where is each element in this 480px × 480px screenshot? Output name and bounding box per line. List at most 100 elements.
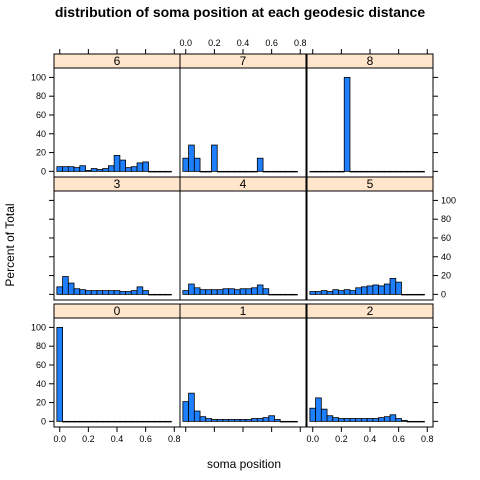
bar-1-4 — [205, 418, 212, 422]
bar-5-7 — [349, 290, 357, 295]
bar-1-12 — [251, 418, 258, 422]
bar-2-14 — [389, 414, 397, 422]
bar-6-14 — [136, 162, 144, 172]
bar-2-17 — [406, 420, 414, 423]
panel-frame-5 — [306, 190, 434, 301]
bar-2-10 — [366, 418, 374, 422]
panel-0: 0 0.0 0.2 0.4 0.6 0.8 0 20 40 60 80 100 — [31, 303, 181, 444]
y-tick-label: 100 — [31, 72, 46, 82]
bar-4-7 — [222, 288, 230, 295]
bar-3-9 — [108, 290, 115, 295]
bar-2-3 — [326, 415, 334, 422]
panel-1: 1 — [179, 303, 307, 432]
bar-5-0 — [309, 291, 316, 295]
strip-label-6: 6 — [114, 54, 121, 68]
bar-2-1 — [315, 397, 322, 422]
bar-5-13 — [383, 283, 391, 295]
x-tick-label: 0.0 — [53, 434, 66, 444]
bar-8-6 — [343, 76, 351, 172]
bar-5-19 — [418, 293, 425, 296]
bar-1-10 — [239, 419, 247, 422]
y-tick-label: 0 — [441, 289, 446, 299]
bar-5-18 — [412, 293, 420, 296]
bar-2-16 — [401, 420, 408, 422]
bar-0-11 — [119, 420, 126, 423]
bar-7-16 — [274, 170, 281, 173]
bar-4-10 — [239, 288, 247, 295]
bar-0-6 — [90, 420, 98, 423]
x-tick-label: 0.8 — [421, 434, 434, 444]
bar-7-3 — [199, 170, 207, 173]
bar-2-11 — [372, 418, 379, 422]
bar-2-7 — [349, 418, 357, 422]
x-tick-label: 0.6 — [139, 434, 152, 444]
bar-6-15 — [142, 161, 149, 172]
panel-frame-7 — [179, 67, 307, 178]
bar-3-6 — [90, 290, 98, 295]
bar-4-14 — [262, 288, 270, 295]
bar-0-5 — [85, 420, 92, 423]
bar-7-8 — [228, 170, 235, 173]
bar-1-15 — [268, 415, 275, 422]
bar-4-2 — [193, 287, 201, 295]
panel-4: 4 — [179, 176, 307, 301]
bar-6-0 — [56, 166, 63, 172]
bar-6-2 — [67, 166, 75, 172]
bar-8-8 — [355, 170, 362, 173]
bar-7-18 — [285, 170, 293, 173]
bar-6-19 — [165, 170, 172, 173]
bar-4-0 — [182, 290, 189, 295]
bar-1-3 — [199, 416, 207, 422]
chart-title: distribution of soma position at each ge… — [55, 4, 425, 20]
panel-5: 5 0 20 40 60 80 100 — [306, 176, 456, 301]
panel-8: 8 — [306, 49, 438, 178]
x-tick-label: 0.0 — [306, 434, 319, 444]
bar-1-19 — [291, 420, 298, 423]
strip-label-3: 3 — [114, 177, 121, 191]
bar-0-15 — [142, 420, 149, 423]
bar-0-14 — [136, 420, 144, 423]
bar-8-7 — [349, 170, 357, 173]
bar-3-5 — [85, 290, 92, 295]
bar-8-18 — [412, 170, 420, 173]
bar-6-11 — [119, 159, 126, 172]
bar-5-14 — [389, 277, 397, 295]
bar-0-19 — [165, 420, 172, 423]
bar-3-16 — [148, 293, 155, 296]
bar-0-7 — [96, 420, 104, 423]
bar-0-8 — [102, 420, 109, 423]
bar-7-15 — [268, 170, 275, 173]
y-axis-label: Percent of Total — [3, 203, 17, 286]
bar-0-3 — [73, 420, 81, 423]
bar-3-7 — [96, 290, 104, 295]
bar-8-9 — [361, 170, 368, 173]
bar-1-16 — [274, 419, 281, 422]
bar-8-13 — [383, 170, 391, 173]
bar-6-3 — [73, 167, 81, 172]
y-tick-label: 20 — [441, 271, 451, 281]
bar-3-18 — [159, 293, 167, 296]
bar-4-1 — [188, 283, 195, 295]
bar-2-9 — [361, 418, 368, 422]
x-axis-label: soma position — [207, 457, 281, 471]
bar-1-2 — [193, 410, 201, 422]
bar-8-10 — [366, 170, 374, 173]
bar-5-6 — [343, 289, 351, 295]
bar-6-5 — [85, 170, 92, 172]
strip-label-2: 2 — [367, 304, 374, 318]
bar-8-12 — [378, 170, 385, 173]
bar-1-0 — [182, 401, 189, 422]
bar-2-8 — [355, 418, 362, 422]
bar-2-18 — [412, 420, 420, 423]
bar-6-4 — [79, 165, 86, 172]
bar-1-18 — [285, 420, 293, 423]
bar-8-17 — [406, 170, 414, 173]
bar-4-16 — [274, 293, 281, 296]
bar-0-17 — [153, 420, 161, 423]
bar-7-4 — [205, 170, 212, 173]
bar-7-12 — [251, 170, 258, 173]
bar-2-15 — [395, 418, 402, 422]
strip-label-1: 1 — [240, 304, 247, 318]
bar-7-13 — [256, 157, 264, 172]
bar-3-8 — [102, 290, 109, 295]
